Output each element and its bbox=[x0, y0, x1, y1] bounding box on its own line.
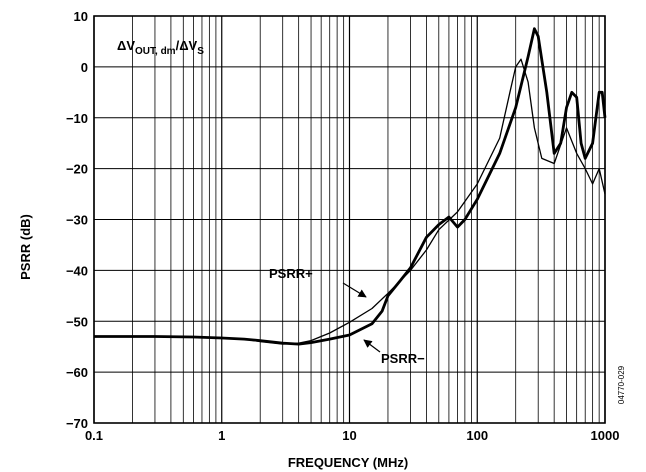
series-label-psrr-plus: PSRR+ bbox=[269, 266, 313, 281]
figure-code: 04770-029 bbox=[617, 365, 626, 404]
x-tick-label: 1 bbox=[218, 428, 225, 443]
grid bbox=[93, 15, 606, 424]
annotation-slash: / bbox=[176, 38, 180, 53]
y-tick-label: −10 bbox=[66, 111, 88, 126]
series-labels: PSRR+ PSRR− bbox=[269, 266, 425, 366]
tick-labels: 100−10−20−30−40−50−60−700.1 1 10 100 1000 bbox=[66, 9, 620, 443]
y-tick-label: 10 bbox=[74, 9, 88, 24]
series-label-psrr-minus: PSRR− bbox=[381, 351, 425, 366]
chart-annotation: ΔVOUT, dm/ΔVS bbox=[117, 38, 204, 57]
series-lines bbox=[94, 27, 607, 346]
plot-frame bbox=[93, 15, 606, 424]
annotation-sub-2: S bbox=[197, 46, 204, 57]
y-axis-title: PSRR (dB) bbox=[18, 214, 33, 280]
y-tick-label: −40 bbox=[66, 263, 88, 278]
x-tick-label: 1000 bbox=[591, 428, 620, 443]
y-tick-label: −70 bbox=[66, 416, 88, 431]
x-axis-title: FREQUENCY (MHz) bbox=[288, 455, 408, 470]
x-tick-label: 0.1 bbox=[85, 428, 103, 443]
psrr-minus-arrow bbox=[363, 339, 381, 353]
x-tick-label: 100 bbox=[466, 428, 488, 443]
y-tick-label: −50 bbox=[66, 314, 88, 329]
annotation-delta-1: ΔV bbox=[117, 38, 135, 53]
y-tick-label: −60 bbox=[66, 365, 88, 380]
psrr-plus-arrow bbox=[342, 282, 367, 298]
annotation-delta-2: ΔV bbox=[179, 38, 197, 53]
x-tick-label: 10 bbox=[342, 428, 356, 443]
y-tick-label: −30 bbox=[66, 213, 88, 228]
y-tick-label: 0 bbox=[81, 60, 88, 75]
y-tick-label: −20 bbox=[66, 162, 88, 177]
annotation-sub-1: OUT, dm bbox=[135, 46, 176, 57]
series-line-psrr-minus bbox=[94, 27, 607, 346]
